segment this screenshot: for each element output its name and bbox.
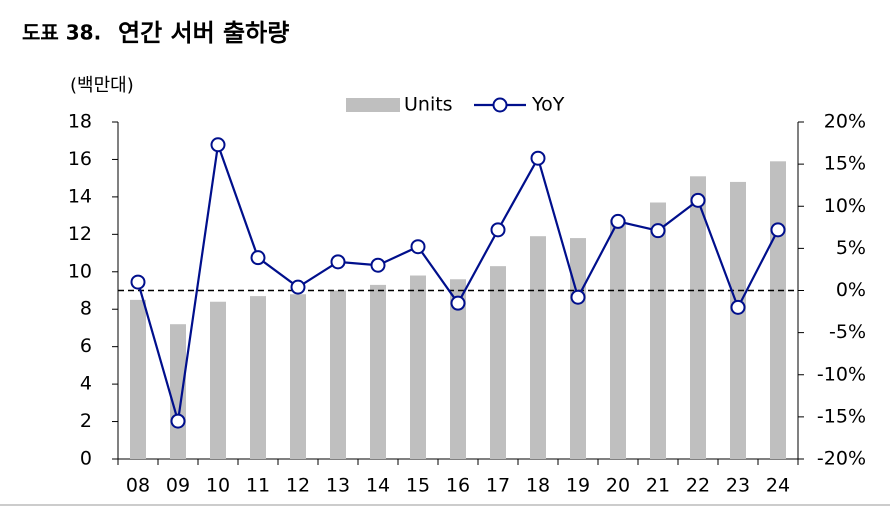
x-tick-label: 19	[566, 475, 590, 497]
y-axis-label: (백만대)	[70, 75, 134, 96]
bar	[250, 296, 266, 459]
x-tick-label: 09	[166, 475, 190, 497]
line-point	[330, 254, 346, 270]
line-point	[370, 257, 386, 273]
bar	[530, 236, 546, 459]
legend-label: Units	[404, 94, 453, 116]
line-point	[730, 299, 746, 315]
x-tick-label: 17	[486, 475, 510, 497]
bar	[170, 324, 186, 459]
line-point	[450, 295, 466, 311]
x-tick-label: 23	[726, 475, 750, 497]
x-tick-label: 10	[206, 475, 230, 497]
y-tick-label: 10	[68, 260, 92, 282]
y2-tick-label: -10%	[817, 363, 866, 385]
line-point	[490, 222, 506, 238]
y-tick-label: 8	[80, 298, 92, 320]
y-tick-label: 12	[68, 223, 92, 245]
bar	[330, 290, 346, 459]
bar	[130, 299, 146, 459]
legend-swatch	[492, 97, 508, 113]
x-tick-label: 22	[686, 475, 710, 497]
y2-tick-label: 5%	[836, 237, 866, 259]
bar	[290, 294, 306, 459]
x-tick-label: 24	[766, 475, 790, 497]
line-point	[210, 137, 226, 153]
bar	[570, 238, 586, 459]
y2-tick-label: 15%	[824, 153, 866, 175]
y2-tick-label: 20%	[824, 111, 866, 133]
line-point	[290, 279, 306, 295]
legend-swatch	[346, 98, 400, 112]
bar	[450, 279, 466, 459]
x-tick-label: 14	[366, 475, 390, 497]
bar	[690, 176, 706, 460]
line-point	[610, 213, 626, 229]
line-point	[250, 250, 266, 266]
line-point	[530, 150, 546, 166]
chart-title: 연간 서버 출하량	[118, 19, 289, 47]
y-tick-label: 2	[80, 410, 92, 432]
bar	[650, 202, 666, 459]
y-tick-label: 18	[68, 111, 92, 133]
bar	[410, 275, 426, 459]
x-tick-label: 20	[606, 475, 630, 497]
y-tick-label: 16	[68, 148, 92, 170]
bar	[210, 301, 226, 459]
x-tick-label: 12	[286, 475, 310, 497]
x-tick-label: 16	[446, 475, 470, 497]
bar	[730, 181, 746, 459]
line-point	[570, 289, 586, 305]
x-tick-label: 18	[526, 475, 550, 497]
line-point	[770, 222, 786, 238]
bar	[770, 161, 786, 460]
x-tick-label: 21	[646, 475, 670, 497]
line-point	[650, 223, 666, 239]
y2-tick-label: 0%	[836, 279, 866, 301]
y2-tick-label: -20%	[817, 448, 866, 470]
title-prefix: 도표 38.	[22, 21, 101, 45]
y-tick-label: 14	[68, 185, 92, 207]
bar	[370, 284, 386, 459]
x-tick-label: 11	[246, 475, 270, 497]
x-tick-label: 08	[126, 475, 150, 497]
y-tick-label: 4	[80, 373, 92, 395]
line-point	[130, 274, 146, 290]
x-tick-label: 13	[326, 475, 350, 497]
y2-tick-label: -5%	[829, 321, 866, 343]
y2-tick-label: 10%	[824, 195, 866, 217]
bar	[610, 219, 626, 459]
line-point	[410, 239, 426, 255]
y-tick-label: 0	[80, 448, 92, 470]
x-tick-label: 15	[406, 475, 430, 497]
legend-label: YoY	[531, 94, 565, 116]
bar	[490, 266, 506, 459]
y2-tick-label: -15%	[817, 405, 866, 427]
line-point	[690, 192, 706, 208]
line-point	[170, 413, 186, 429]
y-tick-label: 6	[80, 335, 92, 357]
